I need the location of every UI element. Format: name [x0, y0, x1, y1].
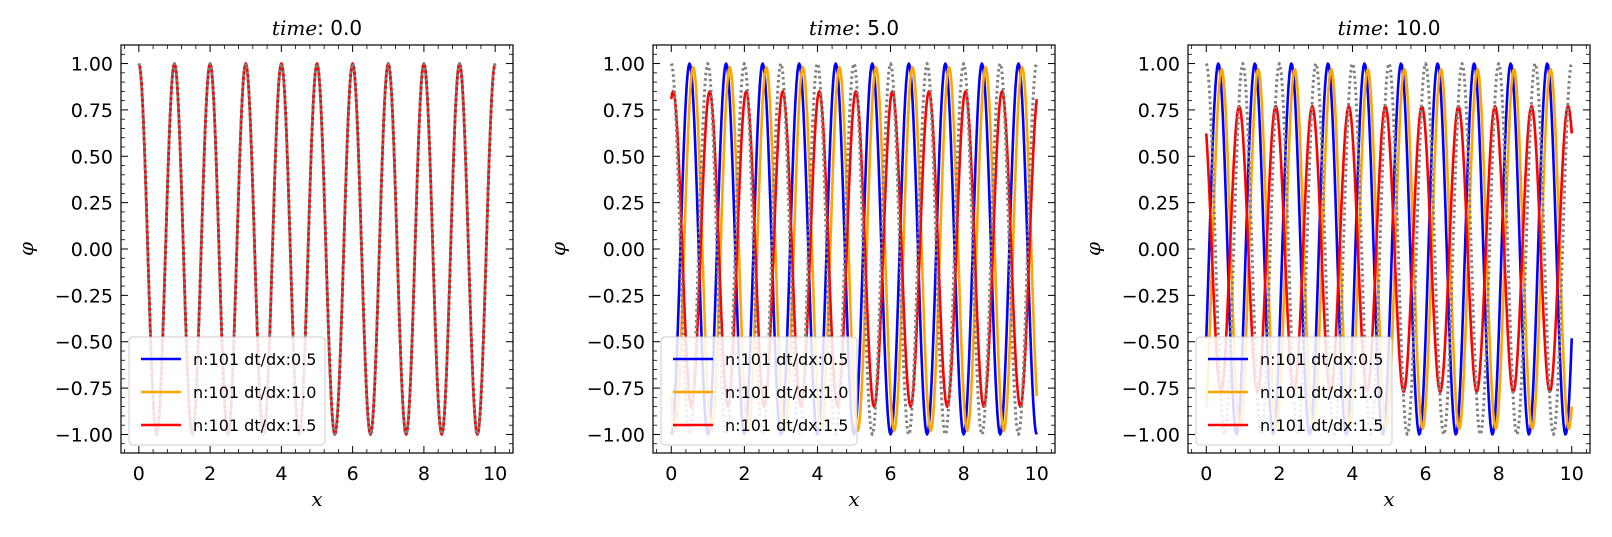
y-tick-label: −0.75: [587, 378, 645, 400]
legend: n:101 dt/dx:0.5 n:101 dt/dx:1.0 n:101 dt/d…: [660, 336, 858, 446]
legend-label: n:101 dt/dx:1.0: [725, 383, 848, 402]
x-tick-label: 6: [884, 463, 896, 485]
y-tick-label: −1.00: [55, 424, 113, 446]
chart-title: time: 5.0: [809, 16, 899, 40]
y-tick-label: 0.50: [603, 146, 645, 168]
x-tick-label: 8: [958, 463, 970, 485]
y-tick-label: 0.75: [1138, 100, 1180, 122]
series-line-3: [1204, 104, 1574, 394]
y-tick-label: −0.50: [1122, 332, 1180, 354]
y-tick-label: 1.00: [1138, 54, 1180, 76]
y-tick-label: −0.25: [587, 285, 645, 307]
y-axis-label: φ: [546, 242, 570, 256]
legend-label: n:101 dt/dx:1.0: [1260, 383, 1383, 402]
legend-box: [660, 336, 858, 446]
x-tick-label: 0: [133, 463, 145, 485]
x-tick-label: 2: [738, 463, 750, 485]
chart-title: time: 0.0: [272, 16, 362, 40]
legend-label: n:101 dt/dx:1.5: [193, 416, 316, 435]
y-tick-label: 0.25: [1138, 193, 1180, 215]
y-tick-label: 0.75: [603, 100, 645, 122]
chart-panel-2: 0 2 4 6 8 10 −1.00 −0.75 −0.50 −0.25 0.00 0.25 0.50 0…: [546, 16, 1056, 511]
y-tick-label: −0.50: [55, 332, 113, 354]
y-tick-label: 0.50: [71, 146, 113, 168]
legend-box: [1195, 336, 1393, 446]
y-tick-label: −0.50: [587, 332, 645, 354]
y-axis-label: φ: [14, 242, 38, 256]
y-tick-label: −1.00: [1122, 424, 1180, 446]
x-tick-label: 6: [347, 463, 359, 485]
x-tick-label: 2: [1273, 463, 1285, 485]
y-tick-label: 0.00: [603, 239, 645, 261]
chart-panel-1: 0 2 4 6 8 10 −1.00 −0.75 −0.50 −0.25 0.00 0.25 0.50 0…: [14, 16, 514, 511]
x-tick-label: 4: [275, 463, 287, 485]
x-tick-label: 8: [1493, 463, 1505, 485]
x-tick-label: 10: [483, 463, 507, 485]
y-tick-label: 0.75: [71, 100, 113, 122]
y-tick-label: −0.75: [1122, 378, 1180, 400]
chart-title: time: 10.0: [1338, 16, 1441, 40]
chart-panel-3: 0 2 4 6 8 10 −1.00 −0.75 −0.50 −0.25 0.00 0.25 0.50 0…: [1081, 16, 1591, 511]
legend-label: n:101 dt/dx:1.5: [725, 416, 848, 435]
x-axis-label: x: [1383, 487, 1394, 511]
legend-label: n:101 dt/dx:0.5: [725, 350, 848, 369]
legend: n:101 dt/dx:0.5 n:101 dt/dx:1.0 n:101 dt/d…: [128, 336, 326, 446]
legend-label: n:101 dt/dx:0.5: [1260, 350, 1383, 369]
y-tick-label: 0.25: [71, 193, 113, 215]
y-tick-label: −1.00: [587, 424, 645, 446]
y-tick-label: −0.25: [55, 285, 113, 307]
legend-box: [128, 336, 326, 446]
x-tick-label: 4: [811, 463, 823, 485]
x-tick-label: 0: [665, 463, 677, 485]
y-tick-label: 0.50: [1138, 146, 1180, 168]
y-tick-label: 0.00: [1138, 239, 1180, 261]
y-tick-label: −0.25: [1122, 285, 1180, 307]
y-tick-label: 1.00: [71, 54, 113, 76]
x-tick-label: 2: [204, 463, 216, 485]
x-tick-label: 6: [1419, 463, 1431, 485]
legend-label: n:101 dt/dx:1.0: [193, 383, 316, 402]
x-tick-label: 4: [1346, 463, 1358, 485]
y-tick-label: −0.75: [55, 378, 113, 400]
y-axis-label: φ: [1081, 242, 1105, 256]
y-tick-label: 0.25: [603, 193, 645, 215]
legend-label: n:101 dt/dx:1.5: [1260, 416, 1383, 435]
legend-label: n:101 dt/dx:0.5: [193, 350, 316, 369]
y-tick-label: 1.00: [603, 54, 645, 76]
x-tick-label: 10: [1560, 463, 1584, 485]
y-tick-label: 0.00: [71, 239, 113, 261]
x-axis-label: x: [848, 487, 859, 511]
x-tick-label: 0: [1200, 463, 1212, 485]
x-tick-label: 8: [418, 463, 430, 485]
x-tick-label: 10: [1025, 463, 1049, 485]
legend: n:101 dt/dx:0.5 n:101 dt/dx:1.0 n:101 dt/d…: [1195, 336, 1393, 446]
x-axis-label: x: [311, 487, 322, 511]
